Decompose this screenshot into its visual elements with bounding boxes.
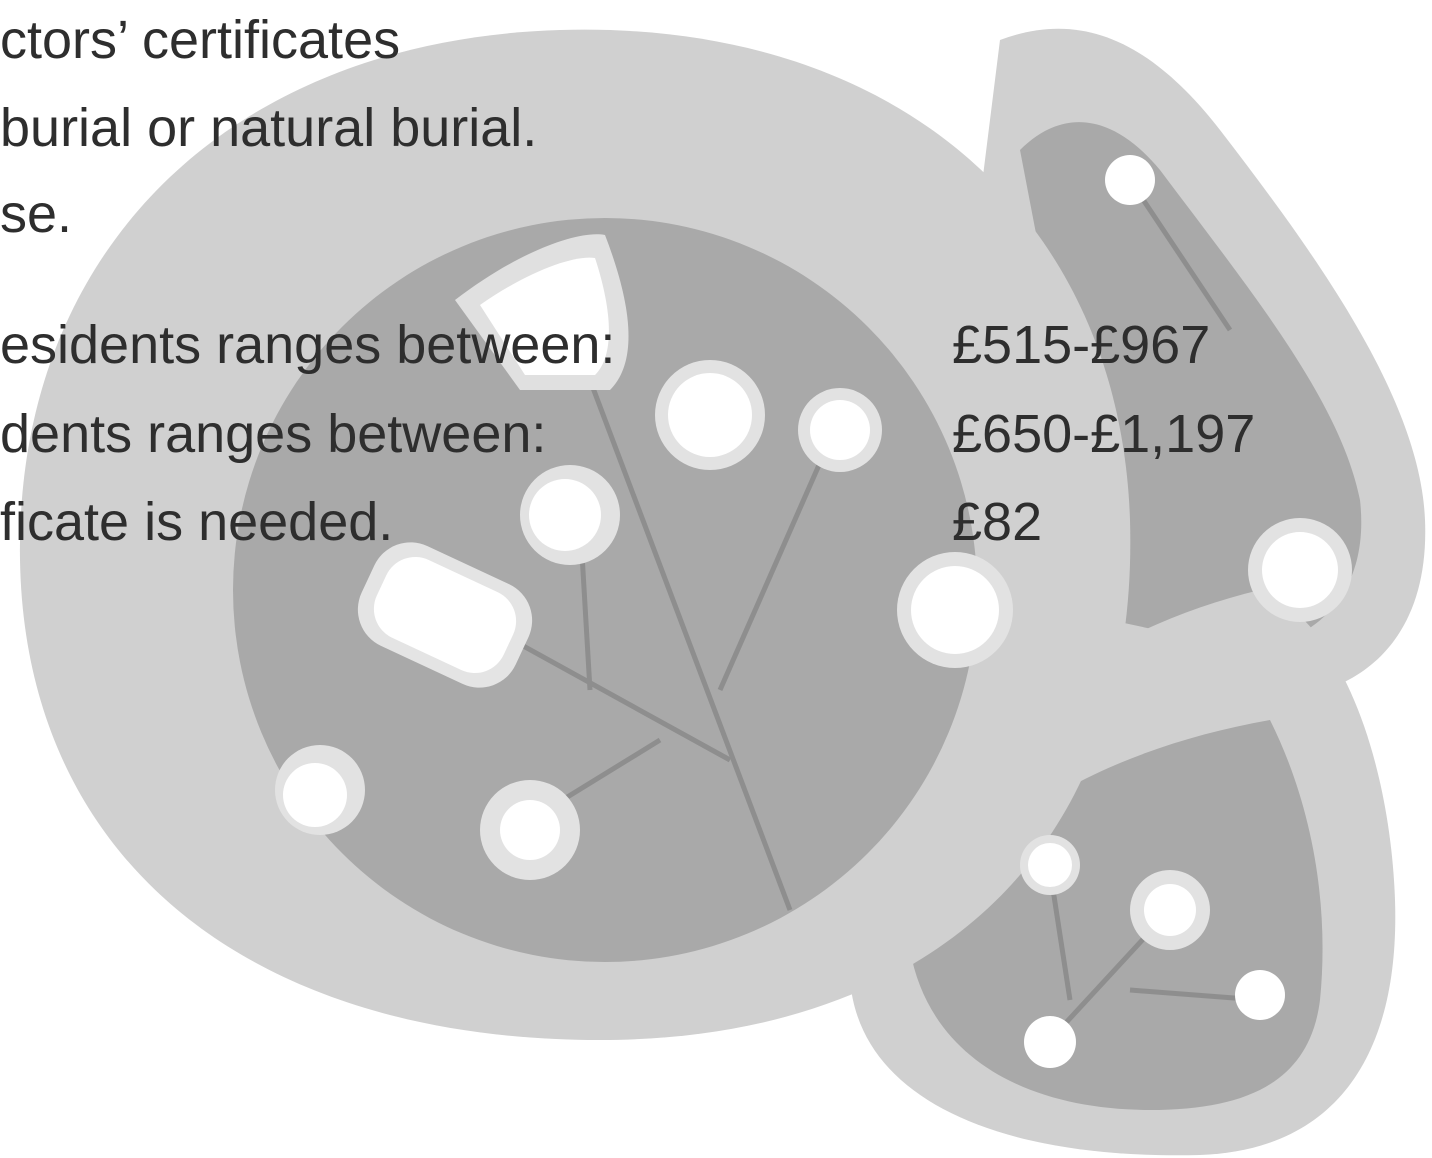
node <box>529 479 601 551</box>
node <box>1105 155 1155 205</box>
decorative-leaves <box>20 29 1425 1156</box>
fee-label: esidents ranges between: <box>0 315 615 375</box>
node <box>1144 884 1196 936</box>
page: ctors’ certificates burial or natural bur… <box>0 0 1432 1158</box>
node <box>810 400 870 460</box>
node <box>500 800 560 860</box>
fee-price: £650-£1,197 <box>952 404 1255 464</box>
node <box>911 566 999 654</box>
paragraph-line: burial or natural burial. <box>0 98 537 158</box>
fee-label: ficate is needed. <box>0 492 393 552</box>
paragraph-line: se. <box>0 184 72 244</box>
paragraph-line: ctors’ certificates <box>0 10 400 70</box>
node <box>283 763 347 827</box>
fee-price: £515-£967 <box>952 315 1210 375</box>
node <box>1024 1016 1076 1068</box>
node <box>1235 970 1285 1020</box>
node <box>1028 843 1072 887</box>
fee-label: dents ranges between: <box>0 404 546 464</box>
fee-price: £82 <box>952 492 1042 552</box>
page-canvas: ctors’ certificates burial or natural bur… <box>0 0 1432 1158</box>
node <box>1262 532 1338 608</box>
node <box>668 373 752 457</box>
